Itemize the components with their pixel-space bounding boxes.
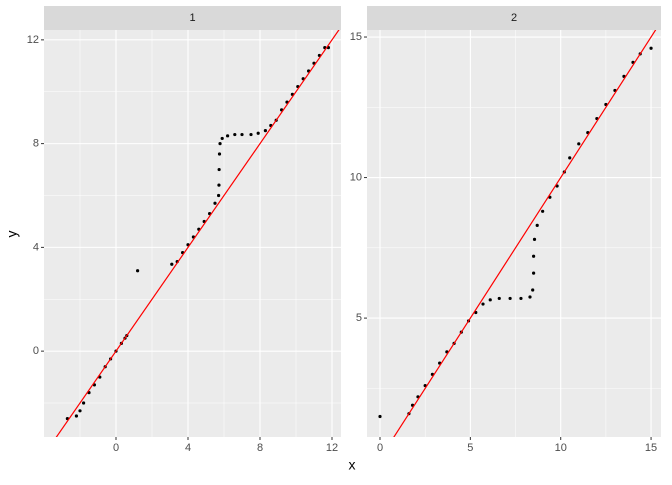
x-tick-label: 10 [555,442,567,454]
point [541,209,545,213]
point [217,152,222,156]
reference-line [393,30,657,437]
point [519,296,523,301]
point [218,142,222,146]
y-axis-title: y [4,231,20,238]
point [74,414,78,418]
point [213,201,217,205]
y-tick-label: 15 [350,31,362,43]
point [217,183,221,187]
point [532,237,537,242]
facet-title: 2 [511,12,517,24]
point [577,142,581,146]
point [136,269,140,273]
y-tick-label: 4 [33,241,39,253]
point [568,156,572,160]
x-tick-label: 5 [467,442,473,454]
point [508,296,512,301]
x-tick-label: 8 [257,442,263,454]
point [249,132,253,137]
point [78,409,82,413]
point [532,254,536,258]
y-tick-label: 5 [356,312,362,324]
point [535,223,539,227]
y-tick-label: 8 [33,138,39,150]
point [217,167,221,172]
strip [367,6,661,30]
x-tick-label: 0 [113,442,119,454]
point [497,296,501,301]
strip [44,6,341,30]
point [649,46,653,50]
x-tick-label: 0 [377,442,383,454]
point [220,136,224,141]
x-tick-label: 15 [645,442,657,454]
y-tick-label: 10 [350,171,362,183]
point [82,401,86,405]
point [233,132,237,137]
reference-line [55,30,340,437]
y-tick-label: 12 [27,34,39,46]
point [532,271,536,275]
x-tick-label: 4 [185,442,191,454]
x-tick-label: 12 [326,442,338,454]
point [226,134,230,138]
point [240,132,244,137]
point [378,414,382,419]
point [528,295,532,299]
point [217,193,221,198]
point [488,298,492,302]
point [531,288,535,292]
facet-title: 1 [189,12,195,24]
point [170,262,174,266]
point [263,129,267,133]
point [481,302,485,306]
x-axis-title: x [349,457,356,473]
point [256,131,260,135]
y-tick-label: 0 [33,345,39,357]
